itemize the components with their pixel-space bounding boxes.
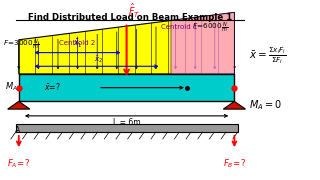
Polygon shape: [19, 12, 234, 74]
Text: $F\!=\!3000\frac{N}{m}$: $F\!=\!3000\frac{N}{m}$: [3, 37, 39, 51]
Polygon shape: [223, 101, 245, 109]
Text: $\hat{F}_T$: $\hat{F}_T$: [128, 2, 140, 20]
Text: $M_A = 0$: $M_A = 0$: [249, 98, 282, 112]
Text: $\bar{x}\!=\!?$: $\bar{x}\!=\!?$: [44, 81, 61, 92]
Bar: [16, 124, 237, 132]
Polygon shape: [8, 101, 30, 109]
Text: $M_A$: $M_A$: [4, 81, 17, 93]
Text: $\bar{x}_2$: $\bar{x}_2$: [93, 55, 103, 65]
Text: $F_A\!=\!?$: $F_A\!=\!?$: [7, 158, 30, 170]
Text: Centroid 2: Centroid 2: [59, 40, 96, 46]
Text: $\bar{x}_1$: $\bar{x}_1$: [73, 37, 82, 50]
Text: Centroid 1: Centroid 1: [161, 24, 197, 30]
Text: L = 6m: L = 6m: [113, 118, 140, 127]
Bar: [19, 74, 234, 101]
Text: A: A: [15, 126, 20, 135]
Polygon shape: [171, 12, 234, 74]
Text: Find Distributed Load on Beam Example 1: Find Distributed Load on Beam Example 1: [28, 13, 232, 22]
Text: $F\!=\!6000\frac{N}{m}$: $F\!=\!6000\frac{N}{m}$: [192, 20, 228, 34]
Text: $\bar{x} = \frac{\Sigma x_i F_i}{\Sigma F_i}$: $\bar{x} = \frac{\Sigma x_i F_i}{\Sigma …: [249, 45, 286, 66]
Text: $F_B\!=\!?$: $F_B\!=\!?$: [223, 158, 246, 170]
